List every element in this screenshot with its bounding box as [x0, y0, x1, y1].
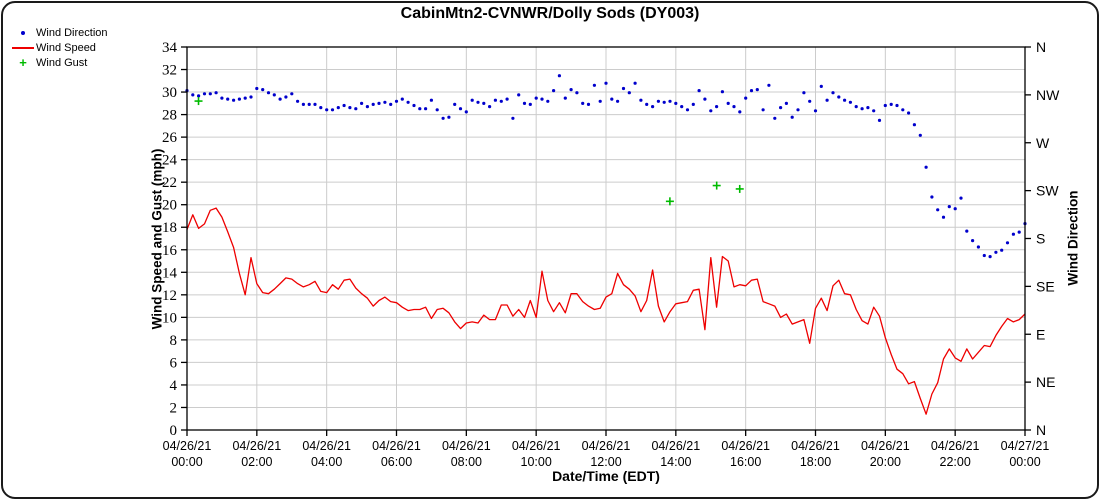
svg-text:4: 4 — [170, 378, 178, 394]
svg-text:8: 8 — [170, 333, 178, 349]
svg-text:12: 12 — [162, 288, 177, 304]
x-axis-title: Date/Time (EDT) — [552, 468, 660, 484]
legend: Wind Direction Wind Speed + Wind Gust — [10, 25, 108, 70]
svg-text:NW: NW — [1036, 87, 1060, 103]
svg-text:6: 6 — [170, 355, 178, 371]
wind-gust-series — [194, 97, 744, 206]
svg-text:SW: SW — [1036, 183, 1059, 199]
svg-text:24: 24 — [162, 153, 178, 169]
svg-text:18: 18 — [162, 220, 177, 236]
legend-item-wind-gust: + Wind Gust — [10, 55, 108, 70]
svg-text:30: 30 — [162, 85, 177, 101]
legend-item-wind-speed: Wind Speed — [10, 40, 108, 55]
svg-text:28: 28 — [162, 108, 177, 124]
svg-text:34: 34 — [162, 40, 178, 56]
svg-text:22: 22 — [162, 175, 177, 191]
svg-text:16: 16 — [162, 243, 178, 259]
svg-text:20: 20 — [162, 198, 177, 214]
svg-text:E: E — [1036, 326, 1045, 342]
wind-gust-plus-icon: + — [19, 54, 27, 70]
svg-text:10: 10 — [162, 310, 177, 326]
legend-item-wind-direction: Wind Direction — [10, 25, 108, 40]
wind-direction-series — [185, 74, 1027, 259]
chart-title: CabinMtn2-CVNWR/Dolly Sods (DY003) — [400, 5, 700, 22]
svg-text:SE: SE — [1036, 278, 1055, 294]
svg-text:14: 14 — [162, 265, 178, 281]
svg-text:32: 32 — [162, 63, 177, 79]
svg-text:2: 2 — [170, 400, 178, 416]
svg-text:26: 26 — [162, 130, 178, 146]
svg-text:N: N — [1036, 39, 1046, 55]
grid-lines — [187, 47, 1025, 430]
svg-text:NE: NE — [1036, 374, 1055, 390]
svg-text:0: 0 — [170, 423, 178, 439]
legend-label: Wind Speed — [36, 41, 96, 54]
wind-speed-line-icon — [10, 46, 36, 49]
svg-text:S: S — [1036, 231, 1045, 247]
wind-direction-dot-icon — [10, 30, 36, 35]
wind-speed-series — [186, 207, 1026, 415]
legend-label: Wind Gust — [36, 56, 88, 69]
right-axis-ticks: N NE E SE S SW W NW N — [1025, 39, 1060, 438]
svg-text:W: W — [1036, 135, 1050, 151]
svg-text:N: N — [1036, 422, 1046, 438]
x-axis-ticks: 04/26/21 00:00 04/26/21 02:00 04/26/21 04:00 0… — [163, 430, 1050, 469]
legend-label: Wind Direction — [36, 26, 108, 39]
